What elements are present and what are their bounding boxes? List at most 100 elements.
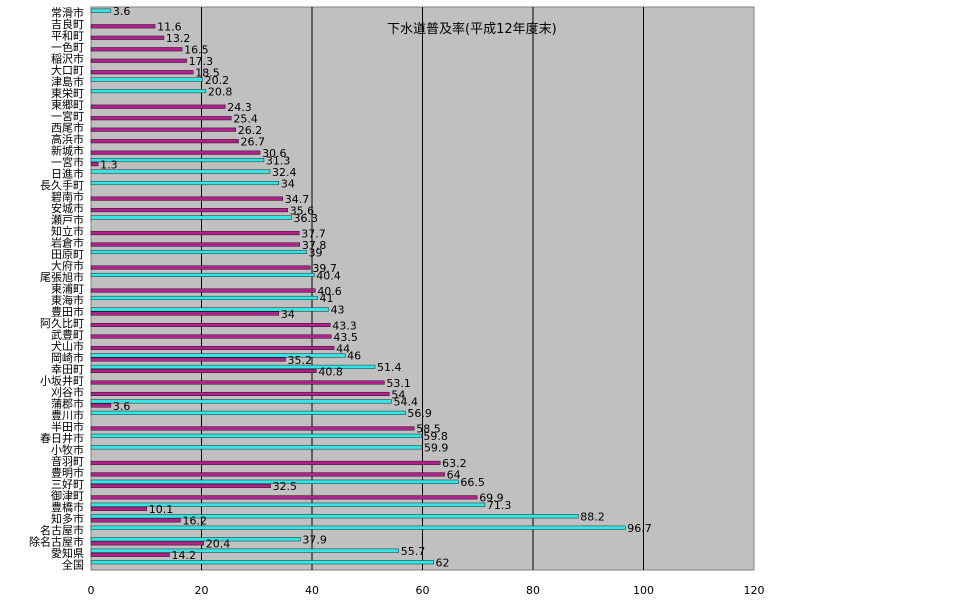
cyan-value-label: 96.7 (627, 522, 652, 535)
category-label: 長久手町 (40, 178, 84, 192)
cyan-value-label: 36.3 (294, 212, 319, 225)
magenta-bar (90, 403, 112, 408)
magenta-value-label: 16.5 (184, 44, 209, 57)
magenta-bar (90, 380, 385, 385)
category-label: 除名古屋市 (29, 534, 84, 548)
magenta-bar (90, 311, 280, 316)
magenta-bar (90, 104, 226, 109)
category-label: 阿久比町 (40, 317, 84, 330)
value-labels: 3.611.613.216.517.318.520.220.824.325.42… (100, 5, 652, 570)
cyan-value-label: 55.7 (401, 545, 426, 558)
magenta-bar (90, 334, 332, 339)
cyan-value-label: 31.3 (266, 154, 291, 167)
category-label: 田原町 (51, 248, 84, 261)
magenta-bar (90, 483, 271, 488)
category-label: 日進市 (51, 167, 84, 181)
cyan-value-label: 37.9 (302, 534, 327, 547)
cyan-bar (90, 364, 376, 369)
magenta-value-label: 20.4 (206, 538, 231, 551)
category-label: 碧南市 (51, 190, 84, 204)
magenta-value-label: 63.2 (442, 457, 467, 470)
magenta-value-label: 37.8 (302, 239, 327, 252)
cyan-bar (90, 548, 399, 553)
magenta-bar (90, 242, 301, 247)
cyan-value-label: 62 (436, 557, 450, 570)
category-label: 高浜市 (51, 132, 84, 146)
magenta-bar (90, 541, 204, 546)
category-label: 一宮市 (51, 155, 84, 169)
category-label: 大口町 (51, 63, 84, 77)
category-label: 愛知県 (51, 546, 84, 560)
magenta-bar (90, 323, 331, 328)
magenta-bar (90, 426, 415, 431)
magenta-value-label: 14.2 (171, 549, 196, 562)
magenta-value-label: 54 (391, 388, 405, 401)
magenta-value-label: 35.2 (287, 354, 312, 367)
magenta-value-label: 37.7 (301, 227, 326, 240)
magenta-value-label: 3.6 (113, 400, 131, 413)
category-label: 一宮町 (51, 109, 84, 123)
category-label: 半田市 (51, 419, 84, 433)
magenta-bar (90, 47, 183, 52)
category-label: 東郷町 (51, 98, 84, 112)
cyan-value-label: 56.9 (407, 407, 432, 420)
cyan-value-label: 20.2 (205, 74, 230, 87)
category-labels: 常滑市吉良町平和町一色町稲沢市大口町津島市東栄町東郷町一宮町西尾市高浜市新城市一… (29, 6, 84, 572)
magenta-value-label: 34.7 (285, 193, 310, 206)
magenta-value-label: 10.1 (149, 503, 174, 516)
magenta-value-label: 11.6 (157, 21, 182, 34)
magenta-value-label: 24.3 (227, 101, 252, 114)
category-label: 東浦町 (51, 283, 84, 296)
category-label: 吉良町 (51, 17, 84, 31)
cyan-bar (90, 445, 423, 450)
cyan-bar (90, 537, 301, 542)
category-label: 音羽町 (51, 454, 84, 468)
magenta-bar (90, 552, 170, 557)
magenta-value-label: 40.8 (318, 365, 343, 378)
magenta-bar (90, 127, 236, 132)
magenta-bar (90, 472, 445, 477)
cyan-bar (90, 502, 486, 507)
magenta-bar (90, 460, 441, 465)
magenta-value-label: 26.2 (238, 124, 263, 137)
category-label: 一色町 (51, 40, 84, 54)
cyan-bar (90, 272, 315, 277)
category-label: 蒲郡市 (51, 396, 84, 410)
magenta-bar (90, 208, 288, 213)
magenta-bar (90, 231, 300, 236)
cyan-value-label: 71.3 (487, 499, 512, 512)
category-label: 全国 (62, 557, 84, 571)
cyan-value-label: 54.4 (394, 396, 419, 409)
magenta-value-label: 64 (447, 469, 461, 482)
cyan-bar (90, 8, 112, 13)
cyan-bar (90, 307, 329, 312)
cyan-bar (90, 525, 626, 530)
magenta-bar (90, 346, 335, 351)
cyan-value-label: 20.8 (208, 85, 233, 98)
magenta-bar (90, 265, 311, 270)
cyan-bar (90, 249, 307, 254)
cyan-bar (90, 215, 292, 220)
category-label: 岩倉市 (51, 236, 84, 250)
category-label: 犬山市 (51, 339, 84, 353)
magenta-bar (90, 495, 478, 500)
cyan-value-label: 40.4 (316, 269, 341, 282)
magenta-bar (90, 116, 232, 121)
magenta-bar (90, 391, 390, 396)
cyan-value-label: 41 (320, 292, 334, 305)
chart-title: 下水道普及率(平成12年度末) (387, 21, 557, 37)
magenta-value-label: 43.3 (332, 319, 357, 332)
category-label: 安城市 (51, 201, 84, 215)
cyan-bar (90, 433, 422, 438)
category-label: 東栄町 (51, 86, 84, 100)
category-label: 知多市 (51, 511, 84, 525)
x-tick-label: 120 (744, 584, 765, 597)
category-label: 稲沢市 (51, 52, 84, 66)
x-axis-ticks: 0 20 40 60 80 100 120 (88, 584, 765, 597)
category-label: 尾張旭市 (40, 270, 84, 284)
cyan-bar (90, 295, 318, 300)
magenta-value-label: 26.7 (241, 135, 266, 148)
category-label: 平和町 (51, 30, 84, 43)
magenta-bar (90, 24, 156, 29)
magenta-value-label: 30.6 (262, 147, 287, 160)
